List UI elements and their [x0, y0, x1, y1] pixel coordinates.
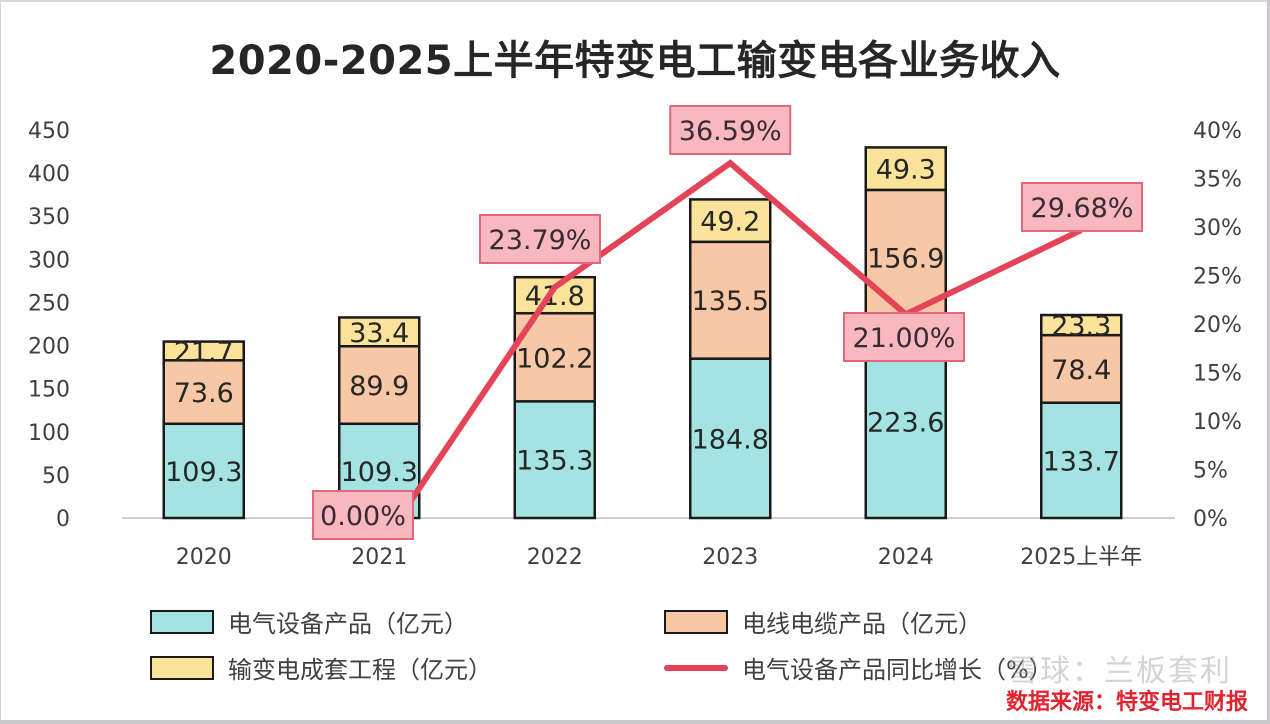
left-axis-tick-label: 400: [28, 162, 70, 187]
legend-swatch-cable: [664, 609, 728, 634]
bar-data-label: 223.6: [867, 408, 944, 439]
left-axis-tick-label: 450: [28, 119, 70, 144]
left-axis-tick-label: 350: [28, 205, 70, 230]
watermark: 雪球：兰板套利: [1008, 654, 1232, 689]
bar-data-label: 133.7: [1043, 446, 1120, 477]
frame-edge-bottom: [0, 720, 1270, 724]
left-axis-tick-label: 250: [28, 291, 70, 316]
bar-segment-equipment: [513, 400, 596, 520]
bar-data-label: 78.4: [1051, 355, 1111, 386]
chart-title: 2020-2025上半年特变电工输变电各业务收入: [209, 38, 1061, 84]
left-axis-tick-label: 200: [28, 335, 70, 360]
bar-data-label: 109.3: [165, 457, 242, 488]
right-axis-tick-label: 0%: [1193, 507, 1228, 532]
bar-data-label: 135.5: [692, 286, 769, 317]
bar-data-label: 109.3: [341, 457, 418, 488]
bar-segment-project: [689, 198, 772, 244]
bar-segment-project: [864, 146, 947, 192]
bar-data-label: 184.8: [692, 424, 769, 455]
x-axis-category-label: 2024: [878, 545, 934, 570]
right-axis-tick-label: 25%: [1193, 265, 1242, 290]
left-axis-tick-label: 300: [28, 248, 70, 273]
growth-data-label: 36.59%: [679, 116, 782, 147]
left-axis-tick-label: 50: [42, 464, 70, 489]
bar-data-label: 89.9: [349, 371, 409, 402]
legend-swatch-project: [150, 655, 214, 680]
left-axis-tick-label: 0: [56, 507, 70, 532]
right-axis-tick-label: 40%: [1193, 119, 1242, 144]
bar-data-label: 23.3: [1051, 311, 1111, 342]
x-axis-category-label: 2020: [176, 545, 232, 570]
bar-data-label: 33.4: [349, 318, 409, 349]
frame-edge-right: [1267, 0, 1270, 724]
bar-data-label: 102.2: [516, 343, 593, 374]
left-axis: 0 50 100 150 200 250 300 350 400 450: [28, 119, 70, 532]
bar-segment-project: [338, 316, 421, 348]
category-labels: 2020 2021 2022 2023 2024 2025上半年: [176, 545, 1143, 570]
right-axis-tick-label: 5%: [1193, 459, 1228, 484]
growth-line-group: 0.00% 23.79% 36.59% 21.00% 29.68%: [312, 105, 1143, 540]
bar-data-label: 49.3: [876, 155, 936, 186]
bar-data-label: 156.9: [867, 244, 944, 275]
right-axis: 0% 5% 10% 15% 20% 25% 30% 35% 40%: [1193, 119, 1242, 532]
bar-segment-equipment: [689, 357, 772, 520]
growth-data-label: 29.68%: [1031, 193, 1134, 224]
bar-data-label: 21.7: [174, 337, 234, 368]
growth-data-label-box: [669, 105, 792, 155]
growth-data-label-box: [843, 312, 965, 362]
growth-data-label-box: [479, 214, 601, 264]
legend-item-project: 输变电成套工程（亿元）: [150, 650, 492, 685]
left-axis-tick-label: 100: [28, 421, 70, 446]
growth-line: [396, 159, 1083, 520]
right-axis-tick-label: 35%: [1193, 168, 1242, 193]
legend-label: 电气设备产品同比增长（%）: [742, 656, 1053, 684]
bar-data-label: 49.2: [700, 207, 760, 238]
growth-data-label: 0.00%: [320, 501, 406, 532]
growth-data-label-box: [312, 490, 414, 540]
x-axis-category-label: 2022: [527, 545, 583, 570]
bar-segment-project: [162, 340, 245, 362]
x-axis-category-label: 2021: [351, 545, 407, 570]
right-axis-tick-label: 20%: [1193, 313, 1242, 338]
legend-label: 输变电成套工程（亿元）: [228, 656, 492, 684]
bar-segment-equipment: [162, 422, 245, 520]
legend-swatch-equipment: [150, 609, 214, 634]
bar-segment-cable: [338, 344, 421, 426]
right-axis-tick-label: 10%: [1193, 410, 1242, 435]
bar-segment-cable: [162, 359, 245, 426]
legend-swatch-growth-line: [664, 664, 728, 671]
bar-segment-project: [513, 275, 596, 315]
growth-data-label: 23.79%: [489, 225, 592, 256]
left-axis-tick-label: 150: [28, 378, 70, 403]
legend-item-equipment: 电气设备产品（亿元）: [150, 604, 468, 639]
bar-segment-project: [1040, 313, 1123, 337]
bars-group: 109.373.621.7109.389.933.4135.3102.241.8…: [162, 146, 1123, 520]
growth-data-label: 21.00%: [853, 323, 956, 354]
right-axis-tick-label: 30%: [1193, 216, 1242, 241]
x-axis-category-label: 2023: [702, 545, 758, 570]
legend-label: 电气设备产品（亿元）: [228, 610, 468, 638]
legend-item-cable: 电线电缆产品（亿元）: [664, 604, 982, 639]
bar-segment-equipment: [1040, 401, 1123, 520]
bar-data-label: 135.3: [516, 446, 593, 477]
legend-item-growth: 电气设备产品同比增长（%）: [664, 650, 1053, 685]
legend-label: 电线电缆产品（亿元）: [742, 610, 982, 638]
x-axis-category-label: 2025上半年: [1020, 545, 1142, 570]
growth-data-label-box: [1021, 182, 1143, 232]
source-note: 数据来源：特变电工财报: [1005, 690, 1248, 715]
right-axis-tick-label: 15%: [1193, 362, 1242, 387]
bar-data-label: 73.6: [174, 378, 234, 409]
